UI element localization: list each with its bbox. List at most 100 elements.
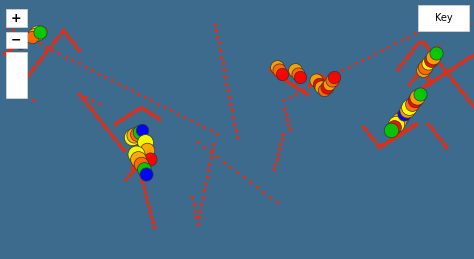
Point — [389, 136, 396, 141]
Point — [246, 180, 254, 184]
Point — [36, 41, 43, 46]
Point — [191, 208, 199, 213]
Point — [99, 121, 107, 126]
Point — [94, 115, 101, 119]
Point — [438, 73, 445, 77]
Point — [129, 110, 137, 114]
Point — [146, 210, 154, 214]
Point — [135, 106, 142, 111]
Point — [128, 170, 136, 174]
Point — [141, 190, 149, 194]
Point — [274, 73, 282, 77]
Point — [421, 65, 429, 69]
Point — [306, 82, 313, 86]
Point — [370, 138, 378, 142]
Point — [404, 108, 412, 112]
Point — [16, 41, 24, 46]
Point — [207, 128, 214, 132]
Point — [181, 115, 188, 119]
Point — [365, 132, 373, 136]
Point — [415, 40, 422, 44]
Point — [315, 82, 322, 86]
Point — [323, 85, 330, 89]
Point — [332, 71, 339, 76]
Point — [420, 68, 428, 72]
Point — [42, 45, 50, 49]
Point — [149, 220, 156, 224]
Point — [136, 170, 143, 174]
Point — [35, 35, 42, 39]
Point — [421, 43, 429, 47]
Point — [391, 125, 399, 129]
Point — [378, 143, 386, 147]
Point — [424, 78, 432, 82]
FancyBboxPatch shape — [418, 5, 469, 31]
Point — [386, 138, 393, 142]
Point — [286, 127, 293, 131]
Point — [75, 61, 83, 66]
Point — [401, 112, 408, 116]
Point — [88, 108, 96, 112]
Point — [201, 182, 209, 186]
Point — [273, 157, 280, 161]
Point — [225, 95, 233, 99]
Point — [70, 41, 78, 46]
Point — [424, 121, 432, 126]
Point — [132, 152, 139, 156]
Point — [150, 225, 158, 229]
Point — [390, 125, 398, 129]
Point — [329, 82, 337, 86]
Point — [410, 46, 417, 51]
Point — [332, 83, 339, 87]
Point — [15, 85, 22, 89]
Point — [458, 90, 466, 94]
Point — [384, 45, 392, 49]
Point — [38, 55, 46, 59]
Point — [219, 61, 226, 66]
Point — [33, 61, 41, 66]
Point — [407, 50, 415, 54]
Point — [461, 58, 469, 62]
Point — [402, 128, 410, 132]
Point — [216, 48, 224, 52]
Point — [138, 157, 146, 161]
Point — [429, 55, 437, 59]
Point — [432, 51, 439, 55]
Point — [429, 51, 437, 55]
Point — [136, 130, 143, 134]
Point — [389, 128, 396, 132]
Point — [410, 123, 417, 127]
Point — [444, 15, 451, 19]
Point — [62, 55, 70, 59]
Point — [299, 88, 307, 92]
Point — [228, 108, 236, 112]
Point — [427, 80, 434, 84]
Point — [445, 68, 453, 72]
Text: +: + — [11, 12, 22, 25]
Point — [213, 132, 221, 136]
Point — [282, 78, 290, 82]
Point — [448, 67, 456, 71]
Point — [421, 61, 429, 66]
Point — [416, 68, 424, 72]
Point — [95, 102, 102, 106]
Point — [435, 75, 442, 79]
Point — [381, 142, 388, 146]
Point — [16, 91, 24, 96]
Point — [67, 38, 75, 42]
Point — [362, 128, 370, 132]
Point — [118, 145, 125, 149]
Point — [345, 65, 353, 69]
Point — [215, 41, 222, 46]
Point — [135, 157, 142, 161]
Point — [5, 48, 13, 52]
Point — [0, 51, 8, 55]
Point — [161, 105, 168, 109]
Point — [192, 215, 200, 219]
Point — [23, 75, 30, 79]
Point — [147, 112, 155, 116]
Point — [456, 87, 463, 91]
Point — [46, 45, 54, 49]
Point — [129, 160, 137, 164]
Point — [82, 95, 90, 99]
